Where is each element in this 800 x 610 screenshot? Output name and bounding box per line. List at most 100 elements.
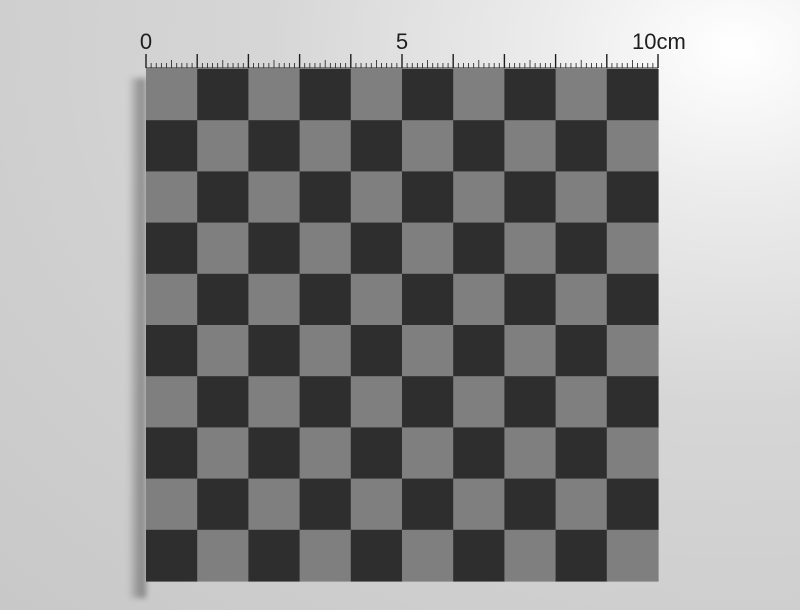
board-square-light: [248, 376, 301, 428]
ruler-label-0: 0: [140, 29, 152, 54]
board-square-light: [197, 222, 249, 275]
board-square-dark: [606, 273, 659, 326]
board-square-dark: [402, 478, 454, 531]
board-square-dark: [453, 325, 505, 377]
board-square-light: [453, 376, 505, 428]
board-square-light: [453, 171, 505, 224]
board-square-light: [606, 222, 659, 275]
board-square-light: [350, 376, 403, 428]
board-square-light: [248, 69, 301, 121]
board-square-light: [146, 376, 198, 428]
board-square-dark: [350, 120, 403, 172]
board-square-light: [606, 427, 659, 480]
board-square-light: [146, 273, 198, 326]
board-square-light: [606, 120, 659, 172]
board-square-dark: [402, 69, 454, 121]
board-square-light: [350, 171, 403, 224]
board-square-light: [504, 120, 557, 172]
ruler-label-10cm: 10cm: [632, 29, 686, 54]
board-square-dark: [453, 120, 505, 172]
board-square-light: [350, 273, 403, 326]
board-square-light: [504, 222, 557, 275]
board-square-light: [350, 478, 403, 531]
board-square-dark: [197, 69, 249, 121]
board-square-light: [504, 529, 557, 582]
board-square-light: [402, 325, 454, 377]
board-square-dark: [504, 273, 557, 326]
board-square-dark: [555, 529, 608, 582]
board-square-dark: [504, 171, 557, 224]
board-square-dark: [402, 171, 454, 224]
board-square-dark: [299, 69, 352, 121]
board-square-light: [299, 427, 352, 480]
board-square-light: [606, 529, 659, 582]
board-square-dark: [146, 120, 198, 172]
board-square-dark: [197, 171, 249, 224]
board-square-light: [146, 478, 198, 531]
board-square-light: [402, 529, 454, 582]
board-square-light: [146, 171, 198, 224]
board-square-light: [402, 427, 454, 480]
board-square-light: [299, 325, 352, 377]
board-square-dark: [146, 529, 198, 582]
board-square-dark: [402, 273, 454, 326]
board-square-dark: [350, 427, 403, 480]
board-square-dark: [299, 171, 352, 224]
board-square-light: [248, 273, 301, 326]
board-square-dark: [504, 69, 557, 121]
board-square-light: [606, 325, 659, 377]
board-square-dark: [350, 222, 403, 275]
board-square-dark: [299, 376, 352, 428]
board-square-dark: [248, 120, 301, 172]
checkerboard: [146, 69, 659, 582]
board-square-dark: [504, 376, 557, 428]
board-square-dark: [555, 325, 608, 377]
board-square-light: [402, 222, 454, 275]
board-square-dark: [453, 427, 505, 480]
board-square-light: [453, 478, 505, 531]
board-square-light: [350, 69, 403, 121]
board-square-dark: [146, 325, 198, 377]
cm-ruler: 0 5 10cm: [140, 29, 686, 69]
board-square-dark: [606, 171, 659, 224]
board-square-light: [248, 478, 301, 531]
board-square-light: [555, 273, 608, 326]
board-square-light: [555, 69, 608, 121]
board-square-light: [197, 427, 249, 480]
board-square-dark: [453, 222, 505, 275]
board-square-light: [453, 69, 505, 121]
board-square-light: [504, 427, 557, 480]
board-square-light: [555, 376, 608, 428]
board-square-light: [555, 478, 608, 531]
board-square-dark: [197, 478, 249, 531]
board-square-dark: [504, 478, 557, 531]
board-square-dark: [555, 222, 608, 275]
board-square-dark: [606, 69, 659, 121]
board-square-dark: [248, 529, 301, 582]
board-square-dark: [555, 427, 608, 480]
board-square-dark: [453, 529, 505, 582]
board-square-dark: [299, 273, 352, 326]
board-square-light: [197, 120, 249, 172]
board-square-dark: [555, 120, 608, 172]
ruler-label-5: 5: [396, 29, 408, 54]
board-square-dark: [606, 478, 659, 531]
board-square-dark: [146, 427, 198, 480]
board-square-dark: [350, 529, 403, 582]
board-square-light: [504, 325, 557, 377]
board-square-dark: [197, 376, 249, 428]
board-square-light: [197, 325, 249, 377]
board-shadow: [128, 78, 146, 598]
board-square-dark: [350, 325, 403, 377]
board-square-dark: [197, 273, 249, 326]
board-square-dark: [299, 478, 352, 531]
board-square-light: [299, 222, 352, 275]
board-square-dark: [402, 376, 454, 428]
board-square-light: [402, 120, 454, 172]
board-square-light: [146, 69, 198, 121]
ruler-ticks: [145, 54, 659, 68]
board-square-dark: [248, 325, 301, 377]
board-square-light: [197, 529, 249, 582]
